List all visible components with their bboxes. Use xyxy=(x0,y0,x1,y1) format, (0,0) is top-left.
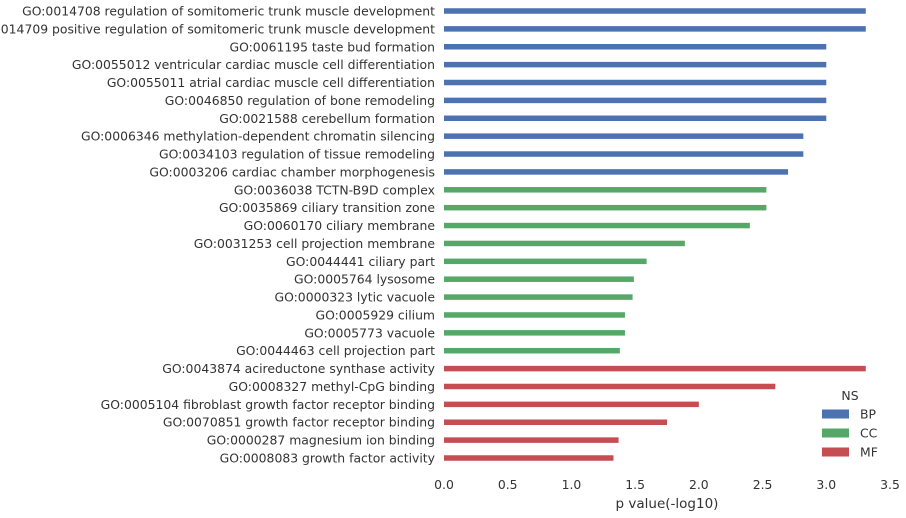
category-label: GO:0035869 ciliary transition zone xyxy=(219,200,435,215)
legend-swatch-mf xyxy=(822,447,849,457)
bar-mf-3 xyxy=(444,419,667,425)
category-label: GO:0044463 cell projection part xyxy=(236,343,435,358)
category-label: GO:0008327 methyl-CpG binding xyxy=(229,379,435,394)
legend-label-bp: BP xyxy=(860,407,877,422)
category-label: GO:0014708 regulation of somitomeric tru… xyxy=(22,4,435,19)
x-tick-label: 3.5 xyxy=(880,477,900,492)
x-tick-label: 0.5 xyxy=(498,477,518,492)
bar-cc-2 xyxy=(444,222,750,229)
x-tick-label: 2.5 xyxy=(753,477,773,492)
category-label: GO:0055012 ventricular cardiac muscle ce… xyxy=(72,57,435,72)
category-label: GO:0000323 lytic vacuole xyxy=(275,290,436,305)
category-label: GO:0044441 ciliary part xyxy=(286,254,435,269)
bar-bp-7 xyxy=(444,133,804,139)
category-label: GO:0036038 TCTN-B9D complex xyxy=(234,182,435,197)
category-label: GO:0021588 cerebellum formation xyxy=(219,111,435,126)
category-label: GO:0003206 cardiac chamber morphogenesis xyxy=(149,164,435,179)
bar-cc-1 xyxy=(444,204,767,211)
x-tick-label: 1.5 xyxy=(625,477,645,492)
bar-bp-3 xyxy=(444,61,827,68)
bar-cc-7 xyxy=(444,312,625,318)
bar-bp-5 xyxy=(444,97,827,104)
category-label: GO:0031253 cell projection membrane xyxy=(194,236,435,251)
category-label: GO:0014709 positive regulation of somito… xyxy=(0,21,435,36)
bar-bp-9 xyxy=(444,169,789,175)
category-label: GO:0008083 growth factor activity xyxy=(220,451,435,466)
bar-cc-3 xyxy=(444,240,685,247)
bar-mf-2 xyxy=(444,401,699,408)
category-label: GO:0005773 vacuole xyxy=(304,325,435,340)
bar-bp-6 xyxy=(444,115,827,122)
bar-cc-8 xyxy=(444,330,625,336)
bar-bp-2 xyxy=(444,44,827,50)
legend-title: NS xyxy=(841,388,858,403)
bar-bp-4 xyxy=(444,79,827,86)
bar-mf-5 xyxy=(444,455,614,461)
legend: NS BP CC MF xyxy=(822,388,878,460)
x-axis-label: p value(-log10) xyxy=(616,496,719,512)
bar-bp-1 xyxy=(444,26,866,32)
bar-cc-9 xyxy=(444,347,620,354)
bar-bp-0 xyxy=(444,8,866,14)
category-label: GO:0005104 fibroblast growth factor rece… xyxy=(101,397,435,412)
category-label: GO:0061195 taste bud formation xyxy=(230,39,436,54)
bar-mf-1 xyxy=(444,383,776,390)
category-label: GO:0005764 lysosome xyxy=(294,272,435,287)
legend-swatch-cc xyxy=(822,428,849,438)
x-tick-label: 1.0 xyxy=(562,477,582,492)
category-label: GO:0043874 acireductone synthase activit… xyxy=(162,361,435,376)
bar-mf-0 xyxy=(444,365,866,372)
category-label: GO:0000287 magnesium ion binding xyxy=(207,433,435,448)
category-label: GO:0005929 cilium xyxy=(316,307,436,322)
legend-label-mf: MF xyxy=(860,445,878,460)
bar-cc-4 xyxy=(444,258,647,265)
bar-bp-8 xyxy=(444,151,804,157)
bar-cc-6 xyxy=(444,294,633,300)
legend-swatch-bp xyxy=(822,409,849,419)
bar-cc-5 xyxy=(444,276,634,282)
category-label: GO:0055011 atrial cardiac muscle cell di… xyxy=(107,75,435,90)
category-labels-layer: GO:0014708 regulation of somitomeric tru… xyxy=(0,4,435,466)
bar-mf-4 xyxy=(444,437,619,443)
bars-layer xyxy=(444,8,866,461)
x-tick-label: 0.0 xyxy=(434,477,454,492)
category-label: GO:0006346 methylation-dependent chromat… xyxy=(81,129,435,144)
x-tick-labels-layer: 0.0 0.5 1.0 1.5 2.0 2.5 3.0 3.5 xyxy=(434,477,900,492)
x-tick-label: 3.0 xyxy=(816,477,836,492)
category-label: GO:0046850 regulation of bone remodeling xyxy=(165,93,435,108)
category-label: GO:0034103 regulation of tissue remodeli… xyxy=(159,147,435,162)
x-tick-label: 2.0 xyxy=(689,477,709,492)
category-label: GO:0060170 ciliary membrane xyxy=(244,218,435,233)
legend-label-cc: CC xyxy=(860,426,877,441)
category-label: GO:0070851 growth factor receptor bindin… xyxy=(163,415,435,430)
bar-cc-0 xyxy=(444,187,767,193)
